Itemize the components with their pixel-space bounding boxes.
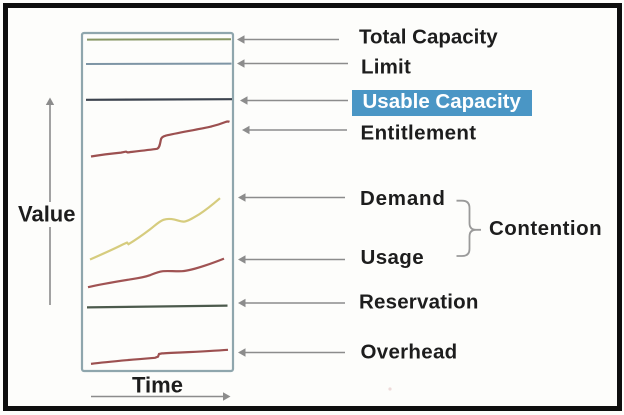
- svg-text:Limit: Limit: [361, 56, 411, 79]
- svg-text:Total Capacity: Total Capacity: [359, 25, 498, 48]
- svg-text:Entitlement: Entitlement: [361, 122, 477, 145]
- svg-text:Value: Value: [18, 202, 75, 227]
- svg-text:Time: Time: [132, 373, 183, 398]
- svg-text:Usage: Usage: [361, 246, 425, 269]
- svg-text:Demand: Demand: [360, 187, 446, 210]
- svg-text:Reservation: Reservation: [359, 290, 479, 313]
- svg-text:Overhead: Overhead: [361, 341, 458, 364]
- svg-text:Contention: Contention: [489, 217, 602, 240]
- svg-text:Usable Capacity: Usable Capacity: [363, 90, 522, 113]
